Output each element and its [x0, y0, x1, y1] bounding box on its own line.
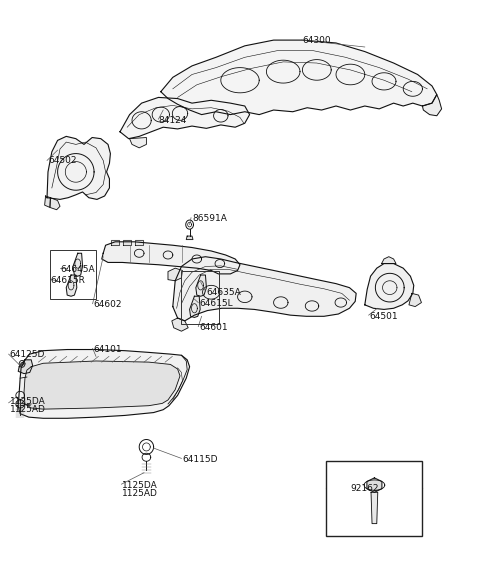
Polygon shape	[102, 242, 240, 274]
Polygon shape	[50, 198, 60, 210]
Text: 84124: 84124	[158, 116, 187, 125]
Text: 64125D: 64125D	[10, 350, 45, 359]
Polygon shape	[367, 478, 382, 492]
Polygon shape	[371, 492, 378, 524]
Polygon shape	[382, 257, 396, 264]
Text: 64615R: 64615R	[50, 276, 85, 285]
Text: 64101: 64101	[94, 345, 122, 354]
Text: 64615L: 64615L	[199, 299, 233, 308]
Polygon shape	[186, 236, 193, 240]
Text: 64602: 64602	[94, 300, 122, 309]
Text: 92162: 92162	[350, 484, 379, 493]
Polygon shape	[161, 40, 437, 115]
Polygon shape	[18, 350, 190, 418]
Polygon shape	[24, 361, 180, 409]
Bar	[50, 250, 96, 299]
Text: 1125AD: 1125AD	[122, 489, 158, 499]
Polygon shape	[168, 268, 182, 281]
Polygon shape	[45, 196, 50, 207]
Polygon shape	[365, 264, 414, 309]
Polygon shape	[135, 240, 143, 245]
Polygon shape	[422, 95, 442, 116]
Text: 64300: 64300	[302, 36, 331, 45]
Bar	[326, 461, 422, 536]
Text: 64502: 64502	[48, 156, 76, 165]
Polygon shape	[123, 240, 131, 245]
Polygon shape	[172, 318, 188, 331]
Polygon shape	[196, 275, 206, 296]
Text: 1125AD: 1125AD	[10, 405, 46, 414]
Polygon shape	[173, 257, 356, 321]
Text: 86591A: 86591A	[192, 214, 227, 223]
Polygon shape	[190, 296, 200, 317]
Polygon shape	[47, 136, 110, 199]
Polygon shape	[130, 138, 146, 148]
Text: 1125DA: 1125DA	[122, 481, 158, 490]
Bar	[181, 271, 219, 324]
Polygon shape	[18, 360, 33, 374]
Text: 64645A: 64645A	[60, 265, 95, 274]
Polygon shape	[73, 253, 83, 276]
Text: 64501: 64501	[370, 312, 398, 321]
Polygon shape	[111, 240, 119, 245]
Text: 64115D: 64115D	[182, 455, 218, 464]
Polygon shape	[120, 97, 250, 139]
Text: 64635A: 64635A	[206, 288, 241, 297]
Text: 1125DA: 1125DA	[10, 397, 45, 406]
Polygon shape	[66, 275, 77, 296]
Text: 64601: 64601	[199, 323, 228, 332]
Polygon shape	[409, 293, 421, 307]
